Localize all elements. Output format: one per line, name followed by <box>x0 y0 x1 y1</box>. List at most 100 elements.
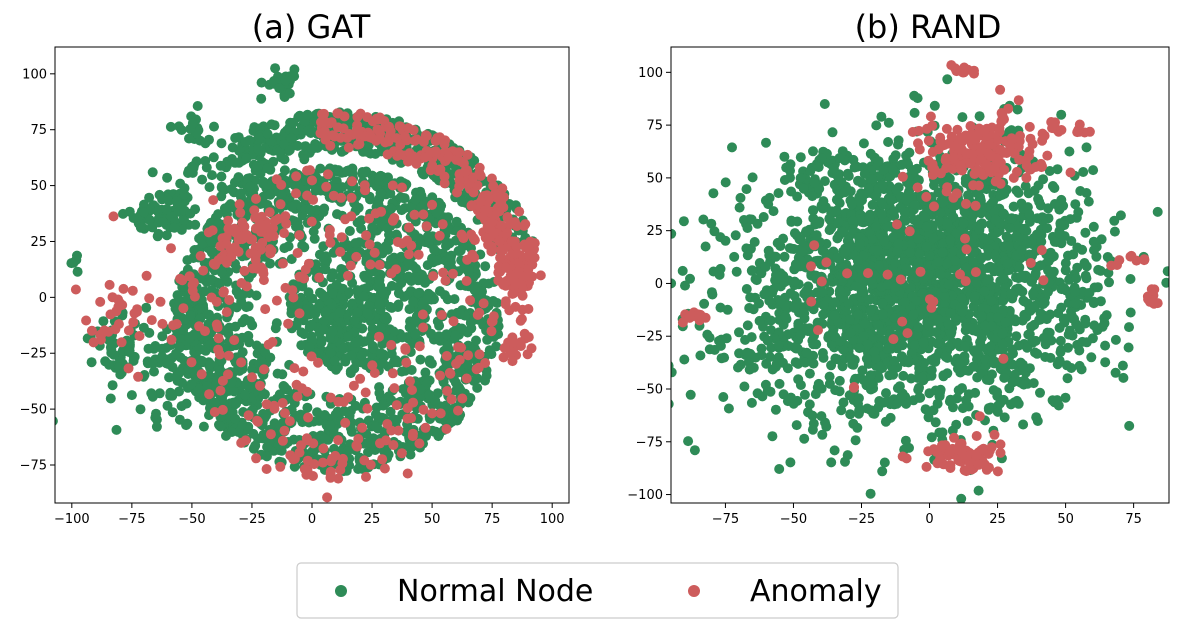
point-anomaly <box>177 275 188 286</box>
point-normal-node <box>305 204 316 215</box>
point-normal-node <box>215 421 226 432</box>
point-normal-node <box>746 397 757 408</box>
point-anomaly <box>313 357 323 368</box>
point-normal-node <box>824 225 835 236</box>
point-normal-node <box>462 359 473 370</box>
point-anomaly <box>322 492 333 503</box>
point-normal-node <box>205 236 216 247</box>
point-anomaly <box>498 279 509 290</box>
point-normal-node <box>269 76 279 86</box>
point-normal-node <box>439 290 450 301</box>
point-normal-node <box>231 263 242 274</box>
point-anomaly <box>256 220 267 231</box>
point-normal-node <box>162 172 173 183</box>
point-normal-node <box>780 311 791 322</box>
point-normal-node <box>754 298 764 309</box>
y-tick-label: −25 <box>20 347 47 362</box>
point-normal-node <box>789 302 800 313</box>
point-normal-node <box>299 154 310 165</box>
point-anomaly <box>168 320 179 331</box>
point-normal-node <box>292 221 303 232</box>
point-anomaly <box>437 219 448 230</box>
point-normal-node <box>760 261 771 272</box>
point-normal-node <box>484 345 495 356</box>
point-normal-node <box>230 413 241 424</box>
point-anomaly <box>324 224 335 235</box>
point-anomaly <box>395 139 406 150</box>
point-normal-node <box>441 329 452 340</box>
point-anomaly <box>408 428 418 439</box>
point-anomaly <box>375 438 385 449</box>
point-normal-node <box>382 244 393 255</box>
point-anomaly <box>404 249 414 260</box>
point-normal-node <box>872 370 883 381</box>
point-anomaly <box>104 279 115 290</box>
point-normal-node <box>302 109 313 120</box>
point-anomaly <box>123 325 134 336</box>
x-tick-label: −100 <box>54 512 90 527</box>
point-anomaly <box>456 229 467 240</box>
point-normal-node <box>184 333 195 344</box>
point-anomaly <box>488 180 499 191</box>
point-anomaly <box>441 351 452 361</box>
point-normal-node <box>197 174 208 185</box>
point-anomaly <box>435 370 446 381</box>
point-normal-node <box>1032 416 1043 426</box>
point-anomaly <box>511 241 522 252</box>
point-normal-node <box>346 426 357 437</box>
point-normal-node <box>784 243 795 254</box>
point-anomaly <box>428 271 439 282</box>
point-normal-node <box>834 386 845 397</box>
point-normal-node <box>973 485 984 496</box>
point-anomaly <box>317 109 327 120</box>
point-anomaly <box>141 270 152 281</box>
point-anomaly <box>403 156 413 167</box>
point-normal-node <box>176 401 187 412</box>
point-anomaly <box>208 195 219 206</box>
point-anomaly <box>443 152 454 163</box>
point-normal-node <box>430 395 441 406</box>
point-normal-node <box>237 347 248 358</box>
x-tick-label: 50 <box>424 512 441 527</box>
point-normal-node <box>231 398 242 409</box>
point-normal-node <box>1052 359 1063 370</box>
chart-title-gat: (a) GAT <box>252 8 371 46</box>
point-anomaly <box>517 290 528 301</box>
point-normal-node <box>1104 277 1114 288</box>
point-normal-node <box>350 337 361 348</box>
point-anomaly <box>194 321 205 332</box>
point-normal-node <box>932 338 943 349</box>
point-normal-node <box>708 188 719 199</box>
point-anomaly <box>462 149 473 160</box>
point-normal-node <box>829 445 840 456</box>
point-normal-node <box>391 229 402 240</box>
point-anomaly <box>303 412 314 423</box>
point-normal-node <box>607 348 617 358</box>
point-anomaly <box>314 272 325 283</box>
point-normal-node <box>1123 342 1134 353</box>
point-normal-node <box>186 165 196 176</box>
point-normal-node <box>227 142 238 153</box>
point-normal-node <box>909 340 920 350</box>
point-normal-node <box>415 354 426 365</box>
point-anomaly <box>468 172 479 183</box>
point-normal-node <box>251 161 262 172</box>
point-normal-node <box>151 421 162 432</box>
point-normal-node <box>214 279 225 290</box>
point-normal-node <box>785 457 796 468</box>
point-anomaly <box>409 135 420 146</box>
point-normal-node <box>254 132 265 143</box>
point-anomaly <box>336 232 347 243</box>
point-normal-node <box>999 412 1010 423</box>
point-anomaly <box>316 117 326 128</box>
point-normal-node <box>169 222 180 233</box>
point-anomaly <box>351 251 362 262</box>
point-normal-node <box>671 399 674 409</box>
point-anomaly <box>403 123 414 134</box>
point-normal-node <box>186 379 197 390</box>
point-anomaly <box>299 273 309 284</box>
point-normal-node <box>1041 314 1052 325</box>
point-normal-node <box>268 156 279 167</box>
point-normal-node <box>795 329 806 340</box>
point-normal-node <box>262 129 273 139</box>
